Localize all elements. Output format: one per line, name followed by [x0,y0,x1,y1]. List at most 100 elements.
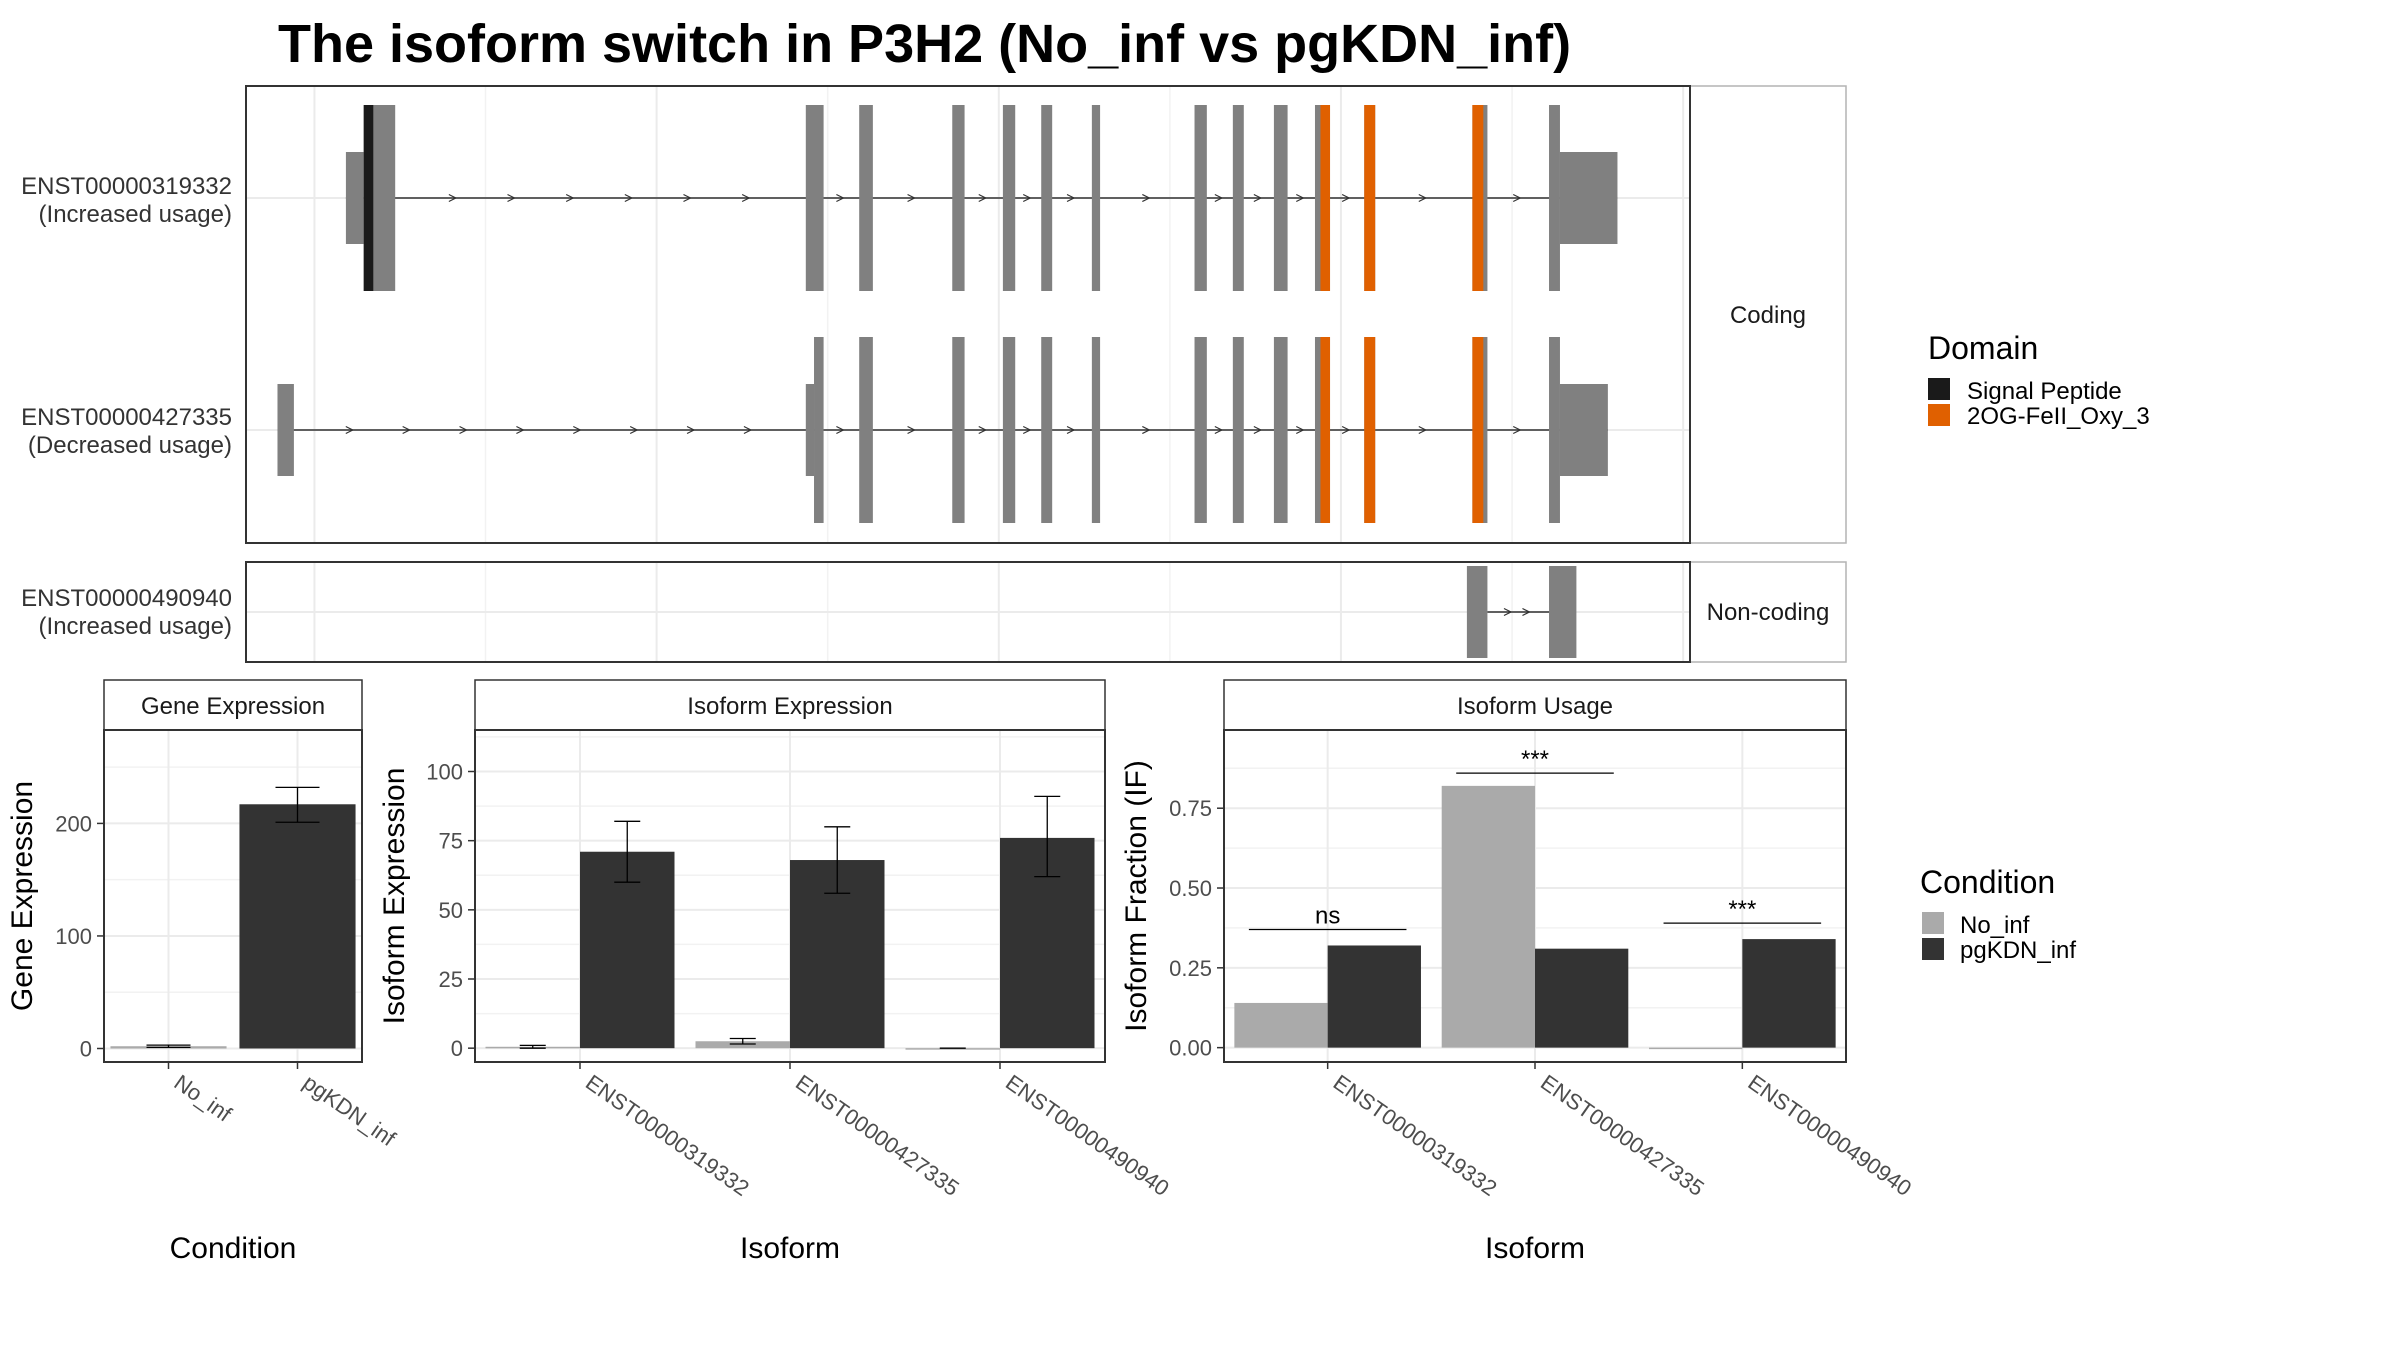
exon-block [1002,337,1016,523]
coding-panel-border [245,85,1691,544]
facet-strip-coding [1689,85,1847,544]
intron-direction-arrow [1296,425,1305,435]
bar [1234,1002,1328,1048]
intron-direction-arrow [448,193,458,203]
transcript-usage-label: (Increased usage) [39,201,232,228]
x-tick-label: ENST00000319332 [1329,1070,1502,1201]
bar [580,851,675,1049]
y-tick-label: 0.25 [1169,956,1212,981]
intron-direction-arrow [1142,425,1151,435]
exon-block [805,105,824,291]
exon-block [859,105,873,291]
oxy-domain-block [1472,337,1484,523]
y-tick-label: 0 [80,1036,92,1061]
legend-label-oxy-domain: 2OG-FeII_Oxy_3 [1967,403,2150,430]
y-tick-label: 0.75 [1169,796,1212,821]
intron-direction-arrow [741,193,751,203]
isoform-usage-y-title: Isoform Fraction (IF) [1120,760,1153,1032]
intron-direction-arrow [1022,193,1032,203]
intron-direction-arrow [1214,193,1224,203]
exon-block [1041,105,1053,291]
y-tick-label: 0 [451,1036,463,1061]
x-tick-label: ENST00000319332 [581,1070,754,1201]
intron-direction-arrow [1214,425,1224,435]
x-tick-label: ENST00000490940 [1001,1070,1174,1201]
intron-direction-arrow [1253,193,1263,203]
isoform-expression-strip [474,679,1106,731]
utr-block [1559,152,1618,244]
exon-block [1549,105,1560,291]
isoform-expression-y-title: Isoform Expression [378,768,411,1025]
oxy-domain-block [1472,105,1484,291]
isoform-usage-x-title: Isoform [1485,1232,1585,1265]
y-tick-label: 50 [439,898,463,923]
condition-legend-title: Condition [1920,864,2055,900]
bar [1441,785,1535,1048]
exon-block [1549,566,1577,658]
gene-expression-x-title: Condition [170,1232,297,1265]
intron-direction-arrow [978,193,988,203]
noncoding-panel-tracks [1466,566,1577,658]
facet-strip-coding-label: Coding [1730,302,1806,329]
exon-block [1466,566,1488,658]
x-tick-label: pgKDN_inf [299,1070,401,1152]
x-tick-label: ENST00000427335 [1536,1070,1709,1201]
intron-direction-arrow [345,425,355,435]
intron-direction-arrow [1066,193,1076,203]
legend-swatch-no-inf [1922,912,1944,934]
exon-block [1232,105,1244,291]
intron-direction-arrow [573,425,582,435]
isoform-expression-x-title: Isoform [740,1232,840,1265]
intron-direction-arrow [1142,193,1151,203]
y-tick-label: 0.50 [1169,876,1212,901]
exon-block [1273,105,1288,291]
y-tick-label: 75 [439,829,463,854]
utr-block [805,384,815,476]
intron-direction-arrow [629,425,639,435]
gene-expression-strip [103,679,363,731]
intron-direction-arrow [624,193,634,203]
y-tick-label: 100 [55,924,92,949]
bar [1535,948,1629,1048]
utr-block [277,384,294,476]
transcript-id-label: ENST00000490940 [21,585,232,612]
y-tick-label: 0.00 [1169,1036,1212,1061]
signal-peptide-domain [363,105,374,291]
isoform-usage-plot: 0.00 0.25 0.50 0.75 ENST00000319332 ENST00000… [1169,730,1916,1201]
intron-direction-arrow [402,425,412,435]
exon-block [1091,105,1101,291]
legend-swatch-signal-peptide [1928,378,1950,400]
intron-direction-arrow [1418,425,1428,435]
intron-direction-arrow [743,425,753,435]
intron-direction-arrow [1522,607,1531,617]
noncoding-panel-grid [246,562,1690,662]
intron-direction-arrow [1296,193,1305,203]
transcript-id-label: ENST00000319332 [21,173,232,200]
oxy-domain-block [1364,337,1376,523]
exon-block [1273,337,1288,523]
intron-direction-arrow [1512,193,1522,203]
bar [1742,939,1836,1048]
x-tick-label: No_inf [170,1070,237,1127]
exon-block [859,337,873,523]
exon-block [1232,337,1244,523]
exon-block [952,337,965,523]
bar [239,804,356,1049]
bar [1649,1047,1743,1050]
utr-block [345,152,364,244]
exon-block [1194,337,1207,523]
intron-direction-arrow [516,425,525,435]
oxy-domain-block [1320,337,1331,523]
intron-direction-arrow [683,193,692,203]
exon-block [1194,105,1207,291]
intron-direction-arrow [1022,425,1032,435]
transcript-usage-label: (Decreased usage) [28,432,232,459]
isoform-expression-strip-label: Isoform Expression [687,693,892,720]
facet-strip-noncoding-label: Non-coding [1707,599,1830,626]
intron-direction-arrow [686,425,696,435]
isoform-expression-plot: 0 25 50 75 100 ENST00000319332 ENST00000427335… [426,730,1174,1201]
gene-expression-plot: 0 100 200 No_inf pgKDN_inf [55,730,401,1152]
isoform-usage-strip [1223,679,1847,731]
transcript-usage-label: (Increased usage) [39,613,232,640]
